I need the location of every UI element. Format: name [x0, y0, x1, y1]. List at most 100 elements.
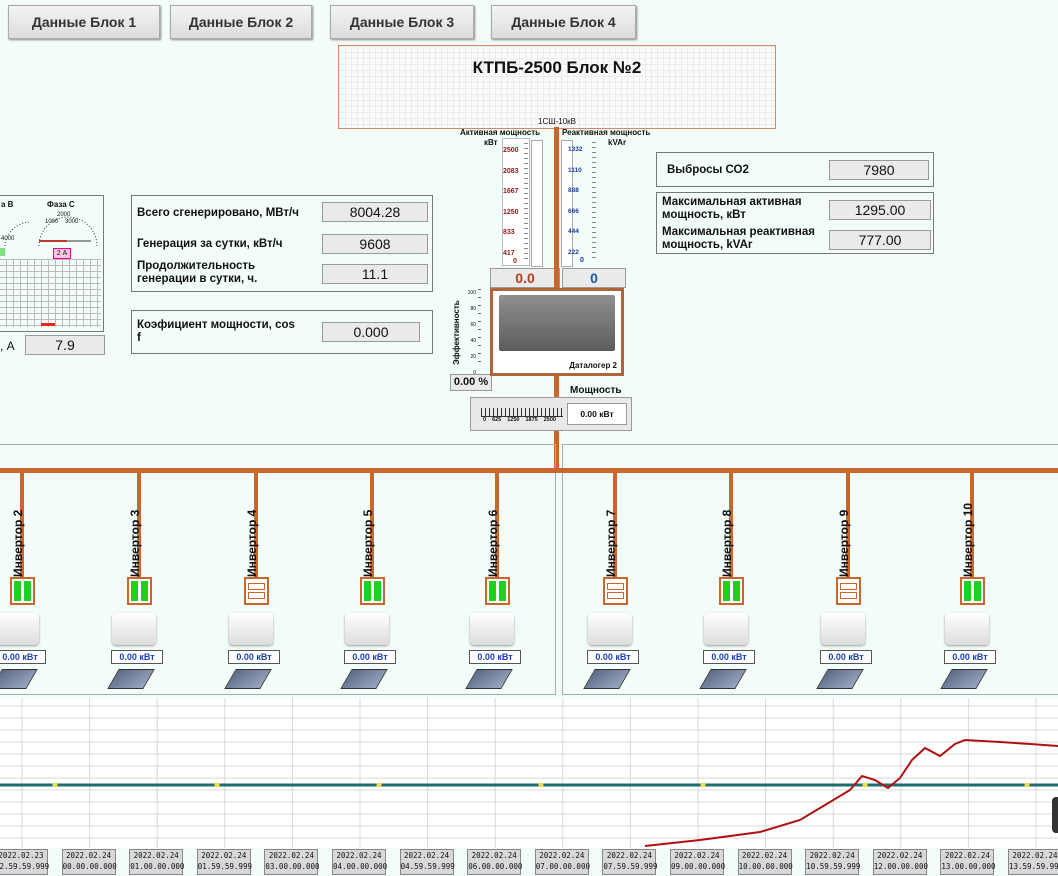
- inverter-4[interactable]: Инвертор 4 0.00 кВт: [224, 473, 281, 693]
- inverter-feeder: [370, 473, 374, 577]
- inverter-2[interactable]: Инвертор 2 0.00 кВт: [0, 473, 47, 693]
- timeline-date: 2022.02.24: [404, 851, 450, 860]
- eff-tick: 0: [473, 370, 476, 376]
- reactive-power-value: 0: [562, 268, 626, 288]
- reactive-power-unit: kVAr: [608, 138, 627, 147]
- datalogger-image: [499, 295, 615, 351]
- timeline-time: 04.59.59.999: [400, 862, 455, 871]
- active-tick: 833: [503, 229, 515, 236]
- inverter-unit-image: [470, 613, 514, 645]
- timeline-time: 04.00.00.000: [333, 862, 388, 871]
- inverter-feeder: [846, 473, 850, 577]
- power-label: Мощность: [570, 385, 622, 396]
- timeline-date: 2022.02.24: [809, 851, 855, 860]
- inverter-unit-image: [945, 613, 989, 645]
- inverter-5[interactable]: Инвертор 5 0.00 кВт: [340, 473, 397, 693]
- page-title: КТПБ-2500 Блок №2: [472, 58, 642, 77]
- max-power-panel: Максимальная активная мощность, кВт 1295…: [656, 192, 934, 254]
- eff-tick: 40: [470, 338, 476, 344]
- timeline-date: 2022.02.24: [539, 851, 585, 860]
- reactive-tick: 1332: [568, 146, 583, 153]
- inverter-power: 0.00 кВт: [944, 650, 996, 664]
- timeline-date: 2022.02.24: [877, 851, 923, 860]
- solar-panel-icon: [465, 669, 513, 689]
- tab-block-2[interactable]: Данные Блок 2: [170, 5, 312, 39]
- phase-panel: а В Фаза С 1000 3000 2000 4000 2 А: [0, 195, 104, 332]
- baseline-point: [862, 782, 868, 788]
- eff-tick: 60: [470, 322, 476, 328]
- inverter-status-icon: [603, 577, 628, 605]
- reactive-tick: 0: [580, 257, 584, 264]
- active-power-gauge: 2500 2083 1667 1250 833 417 0: [502, 138, 530, 266]
- inverter-9[interactable]: Инвертор 9 0.00 кВт: [816, 473, 873, 693]
- chart-scroll-handle[interactable]: [1052, 797, 1058, 833]
- solar-panel-icon: [224, 669, 272, 689]
- timeline-time: 13.00.00.000: [941, 862, 996, 871]
- timeline-time: 09.00.00.000: [671, 862, 726, 871]
- active-tick: 1250: [503, 208, 519, 216]
- power-scale-label: 2500: [543, 417, 556, 423]
- timeline-time: 10.59.59.999: [806, 862, 861, 871]
- phase-b-indicator: [0, 248, 5, 256]
- datalogger-device[interactable]: Даталогер 2: [490, 288, 624, 376]
- inverter-section-right: [562, 444, 1058, 695]
- power-scale-label: 1250: [507, 417, 520, 423]
- power-meter: 0 625 1250 1875 2500 0.00 кВт: [470, 397, 632, 431]
- inverter-label: Инвертор 4: [245, 509, 259, 577]
- max-active-label: Максимальная активная мощность, кВт: [662, 196, 802, 221]
- baseline-point: [700, 782, 706, 788]
- power-factor-value: 0.000: [322, 322, 420, 342]
- timeline-tick: 2022.02.24 13.59.59.999: [1008, 849, 1058, 875]
- tab-block-3[interactable]: Данные Блок 3: [330, 5, 474, 39]
- inverter-power: 0.00 кВт: [0, 650, 46, 664]
- inverter-section-left: [0, 444, 556, 695]
- solar-panel-icon: [940, 669, 988, 689]
- timeline-date: 2022.02.24: [674, 851, 720, 860]
- inverter-label: Инвертор 5: [361, 509, 375, 577]
- inverter-power: 0.00 кВт: [111, 650, 163, 664]
- baseline-point: [538, 782, 544, 788]
- reactive-tick: 666: [568, 207, 579, 215]
- inverter-unit-image: [345, 613, 389, 645]
- phase-b-label: а В: [1, 200, 14, 209]
- power-scale-label: 1875: [525, 417, 538, 423]
- inverter-10[interactable]: Инвертор 10 0.00 кВт: [940, 473, 997, 693]
- reactive-power-gauge: 1332 1110 888 666 444 222 0: [568, 138, 598, 264]
- inverter-label: Инвертор 9: [837, 509, 851, 577]
- timeline-tick: 2022.02.24 12.00.00.000: [872, 849, 928, 875]
- power-scale-label: 625: [492, 417, 502, 423]
- inverter-feeder: [970, 473, 974, 577]
- inverter-6[interactable]: Инвертор 6 0.00 кВт: [465, 473, 522, 693]
- eff-tick: 100: [467, 290, 476, 296]
- inverter-8[interactable]: Инвертор 8 0.00 кВт: [699, 473, 756, 693]
- power-factor-label: Коэфициент мощности, cos f: [137, 319, 295, 344]
- active-power-value: 0.0: [490, 268, 560, 288]
- dial-label: 1000: [45, 219, 59, 225]
- power-scale: [481, 408, 563, 417]
- inverter-status-icon: [10, 577, 35, 605]
- inverter-unit-image: [704, 613, 748, 645]
- generation-stats-panel: Всего сгенерировано, МВт/ч 8004.28 Генер…: [131, 195, 433, 292]
- timeline-tick: 2022.02.24 10.59.59.999: [805, 849, 861, 875]
- timeline-tick: 2022.02.24 07.59.59.999: [602, 849, 658, 875]
- timeline-date: 2022.02.24: [133, 851, 179, 860]
- solar-panel-icon: [583, 669, 631, 689]
- inverter-feeder: [20, 473, 24, 577]
- inverter-status-icon: [836, 577, 861, 605]
- eff-tick: 20: [470, 354, 476, 360]
- main-busbar-horizontal: [0, 468, 1058, 473]
- timeline-tick: 2022.02.24 07.00.00.000: [534, 849, 590, 875]
- solar-panel-icon: [699, 669, 747, 689]
- active-power-title: Активная мощность: [460, 128, 541, 137]
- phase-marker: [41, 323, 55, 326]
- inverter-7[interactable]: Инвертор 7 0.00 кВт: [583, 473, 640, 693]
- timeline-tick: 2022.02.24 00.00.00.000: [61, 849, 117, 875]
- total-gen-label: Всего сгенерировано, МВт/ч: [137, 207, 299, 219]
- tab-block-4[interactable]: Данные Блок 4: [491, 5, 636, 39]
- timeline-tick: 2022.02.24 13.00.00.000: [940, 849, 996, 875]
- inverter-3[interactable]: Инвертор 3 0.00 кВт: [107, 473, 164, 693]
- tab-block-1[interactable]: Данные Блок 1: [8, 5, 160, 39]
- inverter-unit-image: [229, 613, 273, 645]
- inverter-unit-image: [0, 613, 39, 645]
- power-trend-series: [644, 738, 1058, 847]
